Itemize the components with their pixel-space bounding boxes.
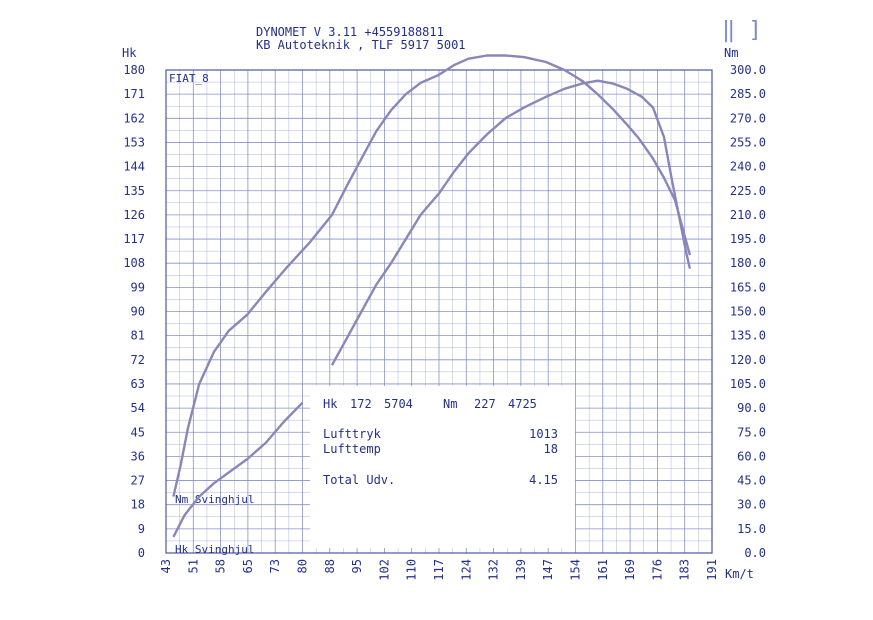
left-tick-label: 18: [131, 498, 145, 512]
right-tick-label: 75.0: [737, 425, 766, 439]
total-udv-value: 4.15: [529, 473, 558, 487]
left-tick-label: 27: [131, 474, 145, 488]
x-tick-label: 58: [214, 559, 228, 573]
left-tick-label: 153: [123, 135, 145, 149]
x-tick-label: 176: [650, 559, 664, 581]
right-tick-label: 255.0: [730, 135, 766, 149]
right-tick-label: 120.0: [730, 353, 766, 367]
x-tick-label: 80: [296, 559, 310, 573]
left-tick-label: 63: [131, 377, 145, 391]
x-tick-label: 183: [678, 559, 692, 581]
x-axis-unit: Km/t: [725, 567, 754, 581]
result-hk-value: 172: [350, 397, 372, 411]
x-tick-label: 73: [268, 559, 282, 573]
left-tick-label: 45: [131, 425, 145, 439]
x-tick-label: 65: [241, 559, 255, 573]
legend-hk-svinghjul: Hk Svinghjul: [175, 543, 254, 556]
left-tick-label: 0: [138, 546, 145, 560]
lufttemp-value: 18: [543, 442, 558, 456]
corner-bracket-mark: ‖ ]: [722, 18, 762, 43]
series-line-2: [330, 79, 692, 366]
series-line-0: [172, 54, 692, 497]
right-tick-label: 195.0: [730, 232, 766, 246]
right-tick-label: 180.0: [730, 256, 766, 270]
x-tick-label: 169: [623, 559, 637, 581]
x-tick-label: 110: [405, 559, 419, 581]
right-tick-label: 150.0: [730, 305, 766, 319]
left-tick-label: 180: [123, 63, 145, 77]
left-tick-label: 90: [131, 305, 145, 319]
result-nm-label: Nm: [443, 397, 458, 411]
left-tick-label: 171: [123, 87, 145, 101]
x-tick-label: 161: [596, 559, 610, 581]
right-tick-label: 165.0: [730, 280, 766, 294]
header-subtitle: KB Autoteknik , TLF 5917 5001: [256, 38, 466, 52]
right-tick-label: 0.0: [744, 546, 766, 560]
x-tick-label: 102: [377, 559, 391, 581]
right-tick-label: 270.0: [730, 111, 766, 125]
x-tick-label: 124: [459, 559, 473, 581]
x-tick-label: 139: [514, 559, 528, 581]
left-tick-label: 144: [123, 160, 145, 174]
left-tick-label: 81: [131, 329, 145, 343]
left-tick-label: 72: [131, 353, 145, 367]
right-tick-label: 210.0: [730, 208, 766, 222]
x-tick-label: 154: [569, 559, 583, 581]
right-tick-label: 45.0: [737, 474, 766, 488]
right-tick-label: 105.0: [730, 377, 766, 391]
series-line-1: [172, 401, 304, 538]
result-hk-rpm: 5704: [384, 397, 413, 411]
right-tick-label: 90.0: [737, 401, 766, 415]
x-tick-label: 117: [432, 559, 446, 581]
lufttryk-value: 1013: [529, 427, 558, 441]
result-hk-label: Hk: [323, 397, 338, 411]
right-tick-label: 225.0: [730, 184, 766, 198]
right-tick-label: 15.0: [737, 522, 766, 536]
left-tick-label: 54: [131, 401, 145, 415]
left-tick-label: 99: [131, 280, 145, 294]
lufttemp-label: Lufttemp: [323, 442, 381, 456]
x-tick-label: 191: [705, 559, 719, 581]
legend-nm-svinghjul: Nm Svinghjul: [175, 493, 254, 506]
right-tick-label: 30.0: [737, 498, 766, 512]
total-udv-label: Total Udv.: [323, 473, 396, 487]
run-label: FIAT_8: [169, 72, 209, 85]
chart-series: [172, 54, 692, 538]
lufttryk-label: Lufttryk: [323, 427, 381, 441]
chart-ticks: FIAT_8Hk NmKm/t18017116215314413512611710…: [122, 46, 766, 581]
left-axis-unit: Hk: [122, 46, 137, 60]
left-tick-label: 108: [123, 256, 145, 270]
right-tick-label: 285.0: [730, 87, 766, 101]
header-title: DYNOMET V 3.11 +4559188811: [256, 25, 444, 39]
x-tick-label: 147: [541, 559, 555, 581]
left-tick-label: 36: [131, 449, 145, 463]
x-tick-label: 95: [350, 559, 364, 573]
x-tick-label: 132: [487, 559, 501, 581]
left-tick-label: 126: [123, 208, 145, 222]
right-tick-label: 60.0: [737, 449, 766, 463]
right-tick-label: 135.0: [730, 329, 766, 343]
result-nm-value: 227: [474, 397, 496, 411]
right-tick-label: 240.0: [730, 160, 766, 174]
x-tick-label: 43: [159, 559, 173, 573]
x-tick-label: 88: [323, 559, 337, 573]
plot-frame: [165, 69, 713, 554]
left-tick-label: 162: [123, 111, 145, 125]
result-nm-rpm: 4725: [508, 397, 537, 411]
right-tick-label: 300.0: [730, 63, 766, 77]
left-tick-label: 135: [123, 184, 145, 198]
results-panel: Hk 172 5704 Nm 227 4725 Lufttryk 1013 Lu…: [310, 386, 575, 548]
left-tick-label: 9: [138, 522, 145, 536]
x-tick-label: 51: [186, 559, 200, 573]
left-tick-label: 117: [123, 232, 145, 246]
right-axis-unit: Nm: [724, 46, 738, 60]
